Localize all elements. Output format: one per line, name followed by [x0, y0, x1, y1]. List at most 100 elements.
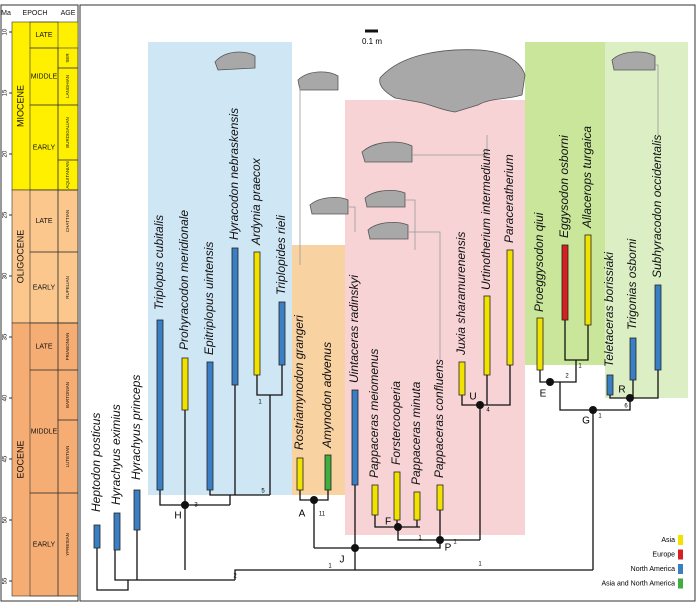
legend-label: Asia	[661, 537, 675, 544]
epoch-cell	[11, 322, 79, 597]
skull	[367, 222, 409, 240]
node-label: J	[340, 555, 345, 566]
taxon-label: Paraceratherium	[502, 154, 516, 243]
age-label: BARTONIAN	[65, 382, 70, 408]
node-label: U	[469, 392, 476, 403]
range-bar	[278, 301, 286, 366]
age-label: LANGHIAN	[65, 75, 70, 98]
node-dot	[626, 394, 634, 402]
taxa: Heptodon posticus Hyrachyus eximius Hyrach…	[89, 108, 664, 551]
taxon-label: Prohyracodon meridionale	[177, 210, 191, 350]
taxon-label: Triplopides rieli	[274, 215, 288, 295]
skull-large	[379, 49, 526, 113]
hyracodontid-box	[148, 42, 292, 495]
range-bar	[584, 234, 592, 326]
range-bar	[436, 484, 444, 511]
subepoch-label: LATE	[36, 218, 53, 225]
range-bar	[156, 319, 164, 491]
range-bar	[206, 361, 214, 491]
node-label: R	[618, 385, 625, 396]
ma-label: 20	[3, 150, 9, 157]
support-value: 4	[486, 408, 490, 414]
support-value: 2	[233, 574, 237, 580]
taxon-label: Pappaceras minuta	[409, 381, 423, 485]
age-label: LUTETIAN	[65, 446, 70, 468]
taxon-label: Eggysodon osborni	[557, 135, 571, 238]
support-value: 2	[565, 374, 569, 380]
node-dot	[546, 378, 554, 386]
range-bar	[629, 337, 637, 381]
support-value: 1	[453, 540, 457, 546]
paraceratheriid-box	[345, 100, 525, 535]
range-bar	[506, 249, 514, 366]
skull	[297, 71, 339, 91]
subepoch-label: MIDDLE	[31, 73, 58, 80]
ma-label: 55	[3, 577, 9, 584]
ma-label: 40	[3, 394, 9, 401]
range-bar	[351, 389, 359, 486]
skull	[309, 197, 349, 215]
node-dot	[351, 544, 359, 552]
taxon-label: Hyrachyus eximius	[109, 404, 123, 505]
subepoch-label: MIDDLE	[31, 428, 58, 435]
age-cell	[57, 492, 79, 597]
subepoch-label: EARLY	[33, 541, 56, 548]
taxon-label: Proeggysodon qiui	[532, 212, 546, 312]
range-bar	[371, 484, 379, 516]
support-value: 1	[598, 414, 602, 420]
node-dot	[589, 406, 597, 414]
range-bar	[413, 491, 421, 521]
subepoch-label: EARLY	[33, 144, 56, 151]
node-label: H	[174, 511, 181, 522]
legend-swatch	[678, 578, 683, 589]
range-bar	[561, 244, 569, 321]
taxon-label: Uintaceras radinskyi	[347, 275, 361, 383]
support-value: 1	[578, 364, 582, 370]
column-header: AGE	[61, 10, 76, 17]
taxon-label: Pappaceras meiomenus	[367, 349, 381, 478]
range-bar	[606, 374, 614, 396]
age-label: YPRESIAN	[65, 533, 70, 556]
node-label: P	[445, 543, 452, 554]
scale-label: 0.1 m	[362, 37, 382, 46]
node-dot	[476, 401, 484, 409]
taxon-label: Epitriplopus uintensis	[202, 242, 216, 355]
node-dot	[436, 536, 444, 544]
range-bar	[231, 247, 239, 386]
ma-label: 25	[3, 211, 9, 218]
taxon-label: Hyracodon nebraskensis	[227, 108, 241, 240]
support-value: 3	[194, 503, 198, 509]
node-dot	[181, 501, 189, 509]
legend-label: North America	[631, 566, 675, 573]
taxon-label: Allacerops turgaica	[580, 126, 594, 229]
legend-label: Europe	[652, 551, 675, 558]
taxon-label: Heptodon posticus	[89, 413, 103, 512]
age-label: SER	[65, 53, 70, 63]
epoch-label: OLIGOCENE	[15, 230, 25, 284]
column-header: EPOCH	[23, 10, 48, 17]
ma-label: 45	[3, 455, 9, 462]
support-value: 11	[319, 512, 326, 518]
age-label: PRIABONIAN	[65, 333, 70, 361]
ma-label: 30	[3, 272, 9, 279]
range-bar	[181, 357, 189, 411]
support-value: 6	[624, 404, 628, 410]
ma-label: 15	[3, 89, 9, 96]
skull-connectors	[298, 64, 659, 360]
age-label: RUPELIAN	[65, 276, 70, 299]
age-label: CHATTIAN	[65, 210, 70, 232]
skulls	[214, 49, 659, 360]
time-scale: Ma EPOCH AGE MIOCENE LATE MIDDLE EARLY OLIGOCEN…	[0, 4, 79, 602]
subepoch-label: EARLY	[33, 284, 56, 291]
ma-label: 50	[3, 516, 9, 523]
skull	[611, 51, 656, 71]
support-value: 1	[418, 536, 422, 542]
range-bar	[483, 295, 491, 376]
subepoch-label: LATE	[36, 32, 53, 39]
support-value: 1	[258, 400, 262, 406]
range-bar	[93, 524, 101, 549]
node-dot	[394, 523, 402, 531]
legend-swatch	[678, 564, 683, 574]
